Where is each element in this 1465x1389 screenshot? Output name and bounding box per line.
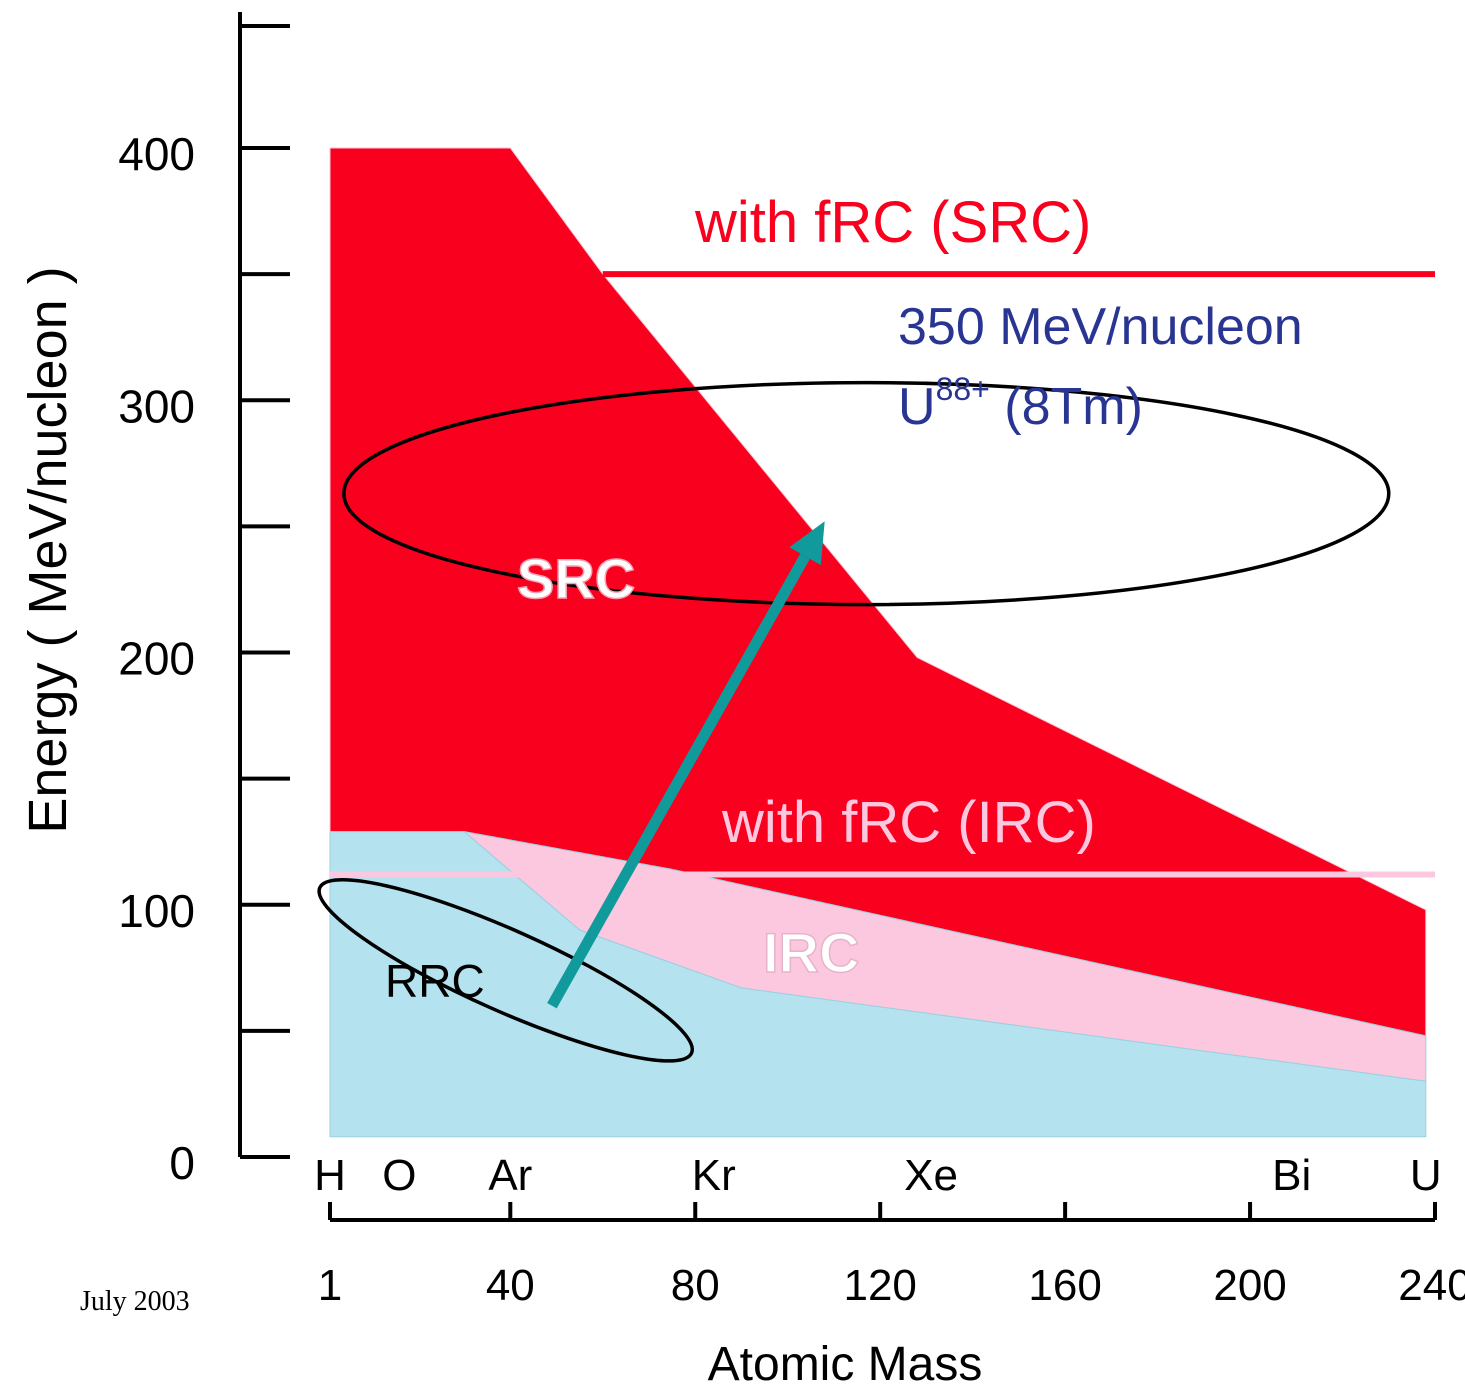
element-label-u: U (1410, 1151, 1442, 1200)
region-label-irc: IRC (763, 921, 859, 984)
ellipse-target-region (342, 380, 1391, 607)
element-label-kr: Kr (692, 1151, 736, 1200)
y-tick-label-400: 400 (118, 128, 195, 180)
element-label-bi: Bi (1272, 1151, 1311, 1200)
target-energy-label: 350 MeV/nucleon (898, 298, 1303, 356)
ref-label-irc: with fRC (IRC) (721, 790, 1096, 855)
ellipse-rrc-region (317, 877, 695, 1063)
footer-date: July 2003 (80, 1286, 190, 1317)
arrow-shaft (547, 553, 810, 1009)
y-tick-label-200: 200 (118, 633, 195, 685)
xlabel: Atomic Mass (708, 1338, 983, 1389)
element-label-h: H (314, 1151, 346, 1200)
target-ion-base: U (898, 378, 936, 436)
x-tick-label-200: 200 (1213, 1261, 1286, 1310)
x-tick-label-40: 40 (486, 1261, 535, 1310)
target-ion-sup: 88+ (936, 371, 990, 407)
y-tick-label-300: 300 (118, 380, 195, 432)
ylabel: Energy ( MeV/nucleon ) (18, 266, 78, 833)
region-rrc (329, 831, 1427, 1138)
element-label-ar: Ar (488, 1151, 532, 1200)
element-label-xe: Xe (904, 1151, 958, 1200)
region-label-src: SRC (517, 547, 635, 610)
region-label-rrc: RRC (385, 955, 485, 1007)
element-label-o: O (382, 1151, 416, 1200)
y-tick-label-0: 0 (169, 1137, 195, 1189)
x-tick-label-1: 1 (318, 1261, 342, 1310)
ref-label-src: with fRC (SRC) (694, 190, 1091, 255)
target-ion-label: U88+ (8Tm) (898, 371, 1143, 436)
x-tick-label-120: 120 (843, 1261, 916, 1310)
x-tick-label-80: 80 (671, 1261, 720, 1310)
arrow-head (789, 521, 825, 565)
target-ion-rest: (8Tm) (990, 378, 1143, 436)
x-tick-label-240: 240 (1398, 1261, 1465, 1310)
y-tick-label-100: 100 (118, 885, 195, 937)
x-tick-label-160: 160 (1028, 1261, 1101, 1310)
